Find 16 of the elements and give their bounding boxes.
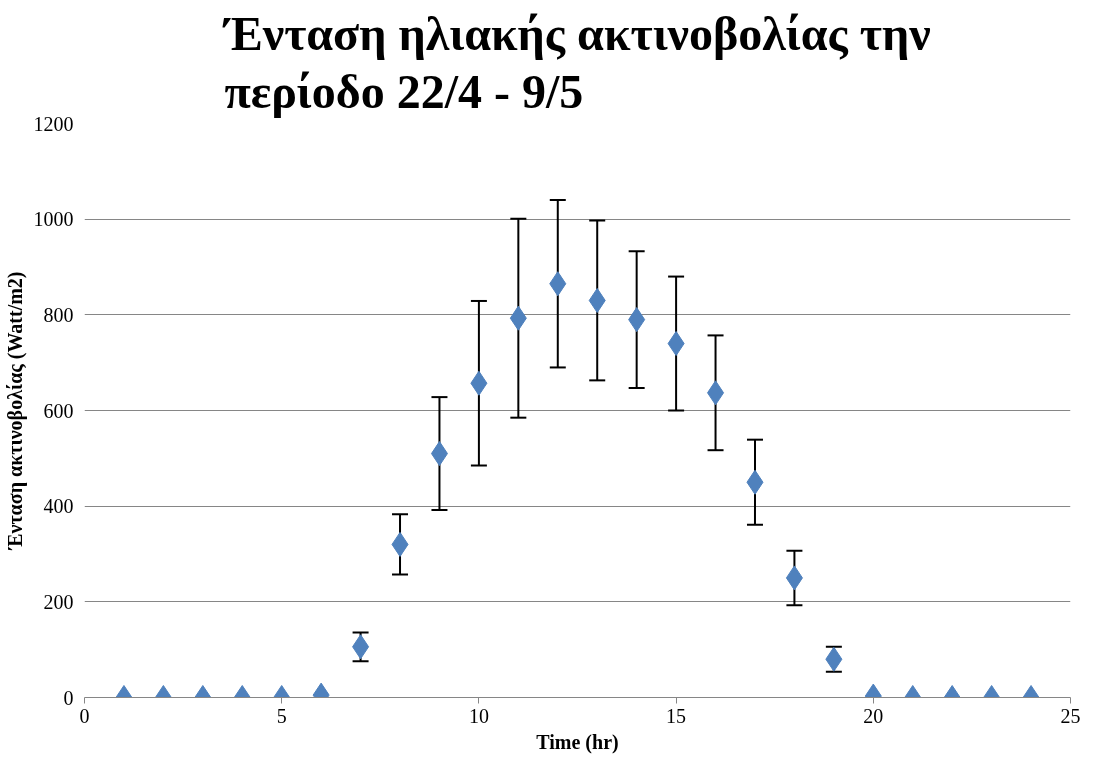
y-tick-label: 200 <box>43 590 74 613</box>
chart-title: Ένταση ηλιακής ακτινοβολίας την περίοδο 22/4 - 9/5 <box>222 7 931 119</box>
x-tick-label: 20 <box>863 704 884 727</box>
x-tick-label: 0 <box>79 704 90 727</box>
y-tick-label: 600 <box>43 399 74 422</box>
y-tick-label: 1000 <box>33 208 74 231</box>
y-tick-label: 1200 <box>33 112 74 135</box>
x-tick-label: 15 <box>666 704 687 727</box>
x-tick-label: 10 <box>468 704 489 727</box>
y-axis-title: Ένταση ακτινοβολίας (Watt/m2) <box>3 271 27 551</box>
x-tick-label: 25 <box>1060 704 1081 727</box>
y-tick-label: 0 <box>63 686 74 709</box>
x-tick-label: 5 <box>276 704 287 727</box>
x-axis-title: Time (hr) <box>536 730 619 754</box>
y-tick-label: 800 <box>43 303 74 326</box>
y-tick-label: 400 <box>43 495 74 518</box>
